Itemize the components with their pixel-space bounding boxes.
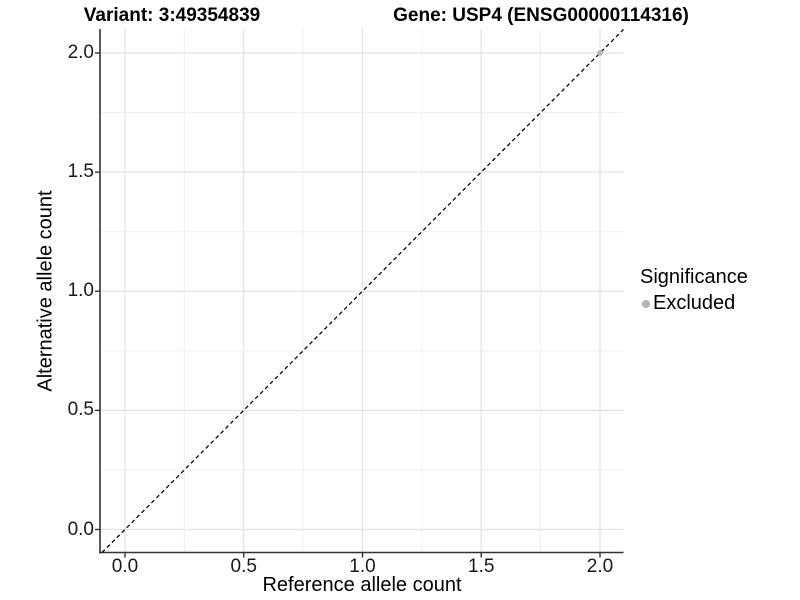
plot-title-gene: Gene: USP4 (ENSG00000114316) [393, 5, 689, 26]
y-tick-label: 1.5 [67, 161, 94, 183]
x-tick-label: 2.0 [586, 556, 614, 577]
y-tick-label: 0.5 [67, 399, 94, 421]
x-tick-label: 0.0 [111, 556, 139, 577]
legend-point-icon [642, 299, 650, 308]
legend-item-label: Excluded [653, 292, 736, 314]
legend-title: Significance [640, 266, 748, 288]
y-tick-label: 2.0 [67, 42, 94, 63]
x-tick-label: 1.0 [349, 556, 376, 577]
y-axis-title: Alternative allele count [34, 190, 57, 392]
y-tick-label: 1.0 [67, 280, 94, 302]
x-tick-label: 1.5 [468, 556, 495, 577]
y-tick-label: 0.0 [67, 518, 94, 540]
x-tick-label: 0.5 [230, 556, 257, 577]
data-point [597, 50, 603, 56]
legend: Significance Excluded [640, 266, 748, 315]
plot-title-variant: Variant: 3:49354839 [83, 5, 261, 26]
x-axis-title: Reference allele count [262, 574, 462, 596]
legend-item-excluded: Excluded [640, 292, 748, 315]
